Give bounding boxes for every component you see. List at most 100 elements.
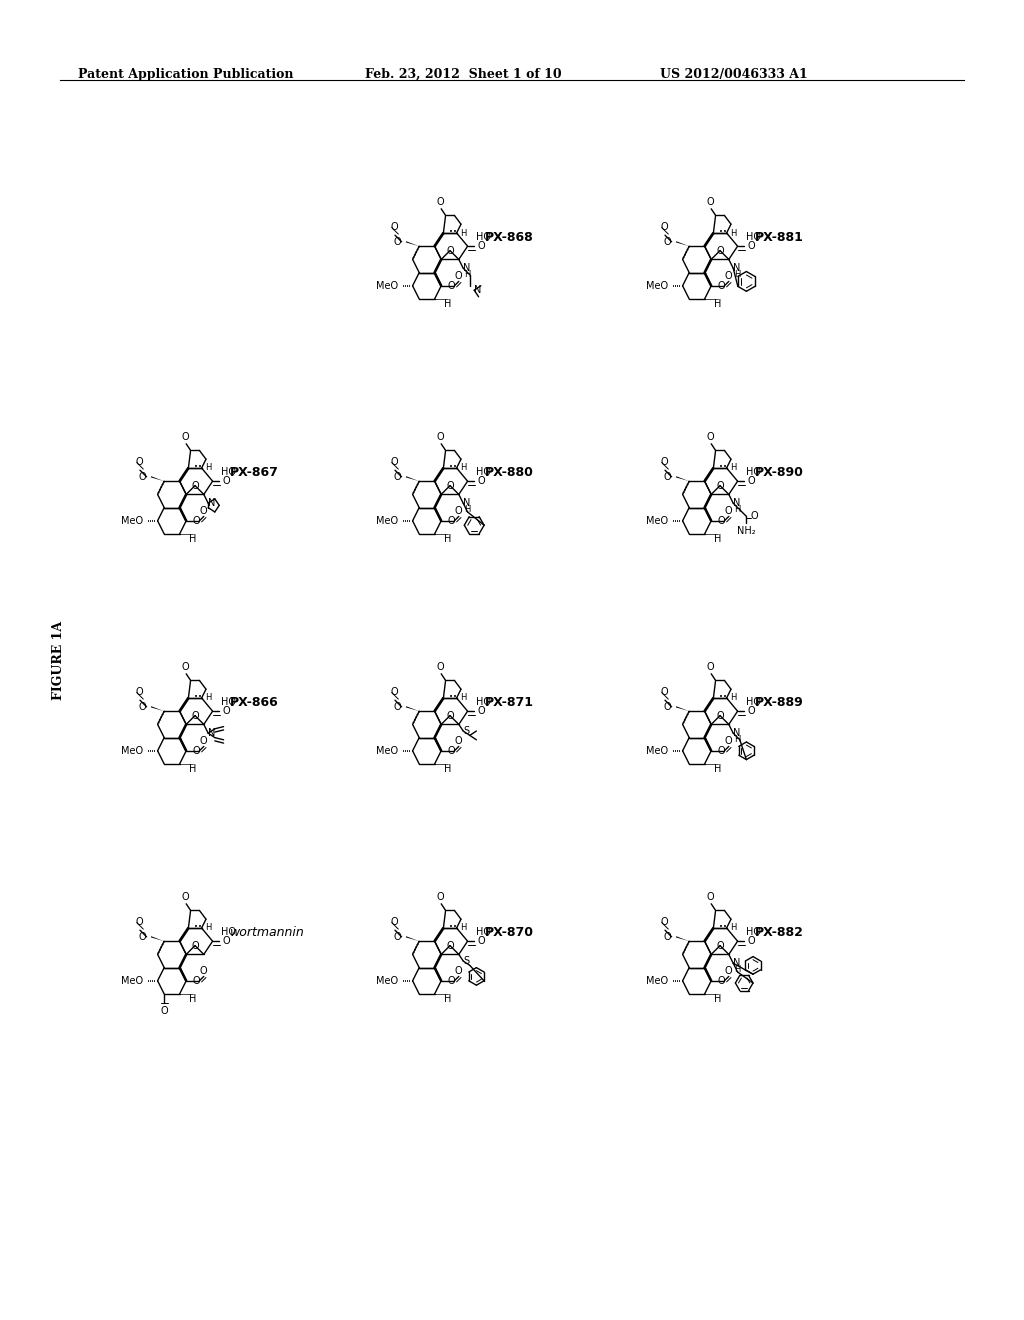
Text: O: O [200,966,208,977]
Text: MeO: MeO [376,281,398,290]
Text: PX-868: PX-868 [485,231,534,244]
Text: H: H [714,994,722,1005]
Text: H: H [189,764,197,774]
Text: O: O [193,975,201,986]
Text: O: O [390,457,397,467]
Text: HO: HO [476,928,492,937]
Text: O: O [446,480,454,491]
Text: S: S [463,726,469,737]
Text: O: O [718,516,725,525]
Text: H: H [730,228,736,238]
Text: O: O [394,932,401,941]
Text: O: O [707,891,714,902]
Polygon shape [676,706,689,711]
Text: H: H [444,764,452,774]
Text: Patent Application Publication: Patent Application Publication [78,69,294,81]
Text: N: N [463,263,471,273]
Text: H: H [734,271,740,280]
Text: H: H [189,535,197,544]
Text: O: O [394,471,401,482]
Text: O: O [222,936,230,946]
Text: HO: HO [221,467,237,478]
Text: O: O [191,941,199,950]
Text: O: O [436,661,444,672]
Text: O: O [707,197,714,207]
Text: PX-882: PX-882 [756,925,804,939]
Text: PX-880: PX-880 [485,466,535,479]
Text: N: N [208,498,216,508]
Text: H: H [714,535,722,544]
Text: MeO: MeO [376,975,398,986]
Text: H: H [444,535,452,544]
Text: H: H [205,924,211,932]
Text: O: O [181,891,188,902]
Text: H: H [714,300,722,309]
Text: O: O [725,737,732,746]
Text: N: N [208,729,216,738]
Text: O: O [725,272,732,281]
Text: FIGURE 1A: FIGURE 1A [51,620,65,700]
Text: O: O [477,477,485,486]
Text: O: O [135,917,142,927]
Text: O: O [139,932,146,941]
Polygon shape [406,477,419,482]
Text: MeO: MeO [646,746,669,756]
Text: ••: •• [719,228,727,235]
Text: O: O [725,966,732,977]
Text: O: O [748,706,755,717]
Text: O: O [718,975,725,986]
Text: O: O [193,746,201,756]
Text: O: O [455,966,463,977]
Text: ••: •• [450,694,458,700]
Text: ••: •• [450,228,458,235]
Text: O: O [436,197,444,207]
Text: HO: HO [476,232,492,243]
Polygon shape [676,936,689,941]
Text: PX-866: PX-866 [230,696,279,709]
Text: O: O [716,246,724,256]
Text: N: N [733,729,740,738]
Text: O: O [455,507,463,516]
Text: HO: HO [476,697,492,708]
Text: ••: •• [450,924,458,929]
Text: N: N [733,958,740,968]
Text: PX-871: PX-871 [485,696,535,709]
Text: O: O [446,941,454,950]
Text: N: N [733,498,740,508]
Text: H: H [465,271,471,280]
Text: O: O [181,661,188,672]
Text: O: O [390,917,397,927]
Text: O: O [390,222,397,232]
Text: MeO: MeO [121,746,143,756]
Text: O: O [135,457,142,467]
Text: NH₂: NH₂ [737,527,756,536]
Text: MeO: MeO [376,516,398,525]
Text: HO: HO [746,232,762,243]
Text: PX-881: PX-881 [756,231,804,244]
Text: O: O [664,702,672,711]
Text: O: O [751,511,759,521]
Text: H: H [460,463,466,473]
Polygon shape [151,706,164,711]
Text: O: O [436,891,444,902]
Text: O: O [716,480,724,491]
Text: O: O [660,686,668,697]
Text: O: O [477,936,485,946]
Text: H: H [205,693,211,702]
Text: O: O [193,516,201,525]
Text: ••: •• [719,924,727,929]
Text: ••: •• [719,694,727,700]
Text: O: O [191,480,199,491]
Text: O: O [716,941,724,950]
Text: O: O [447,975,456,986]
Text: O: O [139,471,146,482]
Text: O: O [716,710,724,721]
Text: MeO: MeO [646,516,669,525]
Text: H: H [460,228,466,238]
Polygon shape [406,242,419,247]
Text: O: O [191,710,199,721]
Text: O: O [390,686,397,697]
Text: H: H [460,924,466,932]
Text: HO: HO [221,928,237,937]
Text: O: O [664,471,672,482]
